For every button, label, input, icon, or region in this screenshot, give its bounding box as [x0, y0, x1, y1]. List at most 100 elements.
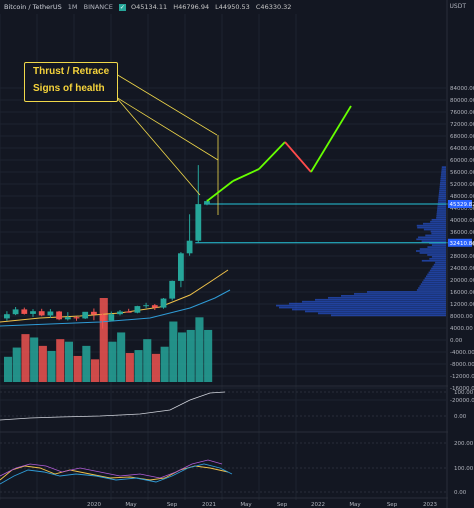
- volume-profile-bar: [420, 283, 446, 285]
- price-tick-label: 56000.00: [450, 170, 474, 176]
- volume-profile-bar: [431, 256, 446, 258]
- price-tick-label: 36000.00: [450, 230, 474, 236]
- volume-bar: [178, 332, 187, 382]
- time-tick-label: May: [125, 502, 137, 508]
- volume-bar: [56, 339, 65, 382]
- candle-body: [4, 314, 10, 319]
- volume-profile-bar: [431, 218, 446, 221]
- volume-profile-bar: [416, 289, 446, 291]
- annotation-pointer: [115, 73, 218, 136]
- ohlc-low: L44950.53: [215, 3, 250, 11]
- price-tick-label: 48000.00: [450, 194, 474, 200]
- price-badge: [448, 200, 472, 209]
- volume-profile-bar: [328, 296, 446, 299]
- volume-profile-bar: [341, 295, 446, 297]
- volume-bar: [91, 359, 100, 382]
- volume-profile-bar: [331, 314, 446, 317]
- volume-profile-bar: [425, 234, 446, 237]
- candle-body: [21, 309, 28, 314]
- volume-profile-bar: [435, 261, 446, 264]
- volume-profile-bar: [427, 254, 446, 256]
- ohlc-close: C46330.32: [255, 3, 292, 11]
- volume-profile-bar: [276, 304, 446, 307]
- volume-bar: [38, 345, 47, 382]
- candle-body: [143, 305, 149, 307]
- volume-profile-bar: [430, 230, 446, 233]
- candle-body: [30, 311, 36, 314]
- candle-body: [82, 311, 89, 319]
- volume-profile-bar: [416, 238, 446, 241]
- volume-profile-bar: [440, 178, 446, 180]
- volume-profile-bar: [421, 240, 446, 243]
- projection-segment: [232, 168, 260, 182]
- volume-profile-bar: [423, 279, 446, 282]
- volume-profile-bar: [437, 201, 446, 204]
- volume-profile-bar: [429, 269, 446, 272]
- time-tick-label: Sep: [387, 502, 398, 508]
- time-tick-label: May: [349, 502, 361, 508]
- volume-profile-bar: [432, 265, 446, 268]
- volume-profile-bar: [419, 285, 446, 287]
- volume-profile-bar: [421, 259, 446, 262]
- volume-profile-bar: [419, 252, 446, 254]
- price-badge-label: 32410.86: [450, 241, 474, 247]
- volume-profile-bar: [292, 308, 446, 311]
- interval-label[interactable]: 1M: [67, 3, 78, 11]
- volume-profile-bar: [436, 213, 446, 215]
- volume-bar: [134, 350, 143, 382]
- price-badge: [448, 238, 472, 247]
- volume-profile-bar: [440, 174, 446, 176]
- volume-profile-bar: [441, 168, 446, 170]
- volume-profile-bar: [439, 183, 446, 186]
- volume-bar: [47, 350, 56, 382]
- time-tick-label: Sep: [277, 502, 288, 508]
- volume-profile-bar: [418, 236, 446, 239]
- symbol-title[interactable]: Bitcoin / TetherUS: [4, 3, 62, 11]
- osc-tick-label: 0.00: [454, 490, 467, 496]
- volume-profile-bar: [424, 277, 446, 280]
- price-tick-label: 0.00: [450, 338, 463, 344]
- volume-bar: [195, 317, 204, 382]
- volume-bar: [143, 339, 152, 382]
- price-tick-label: 44000.00: [450, 206, 474, 212]
- osc-tick-label: 200.00: [454, 441, 474, 447]
- volume-profile-bar: [440, 179, 446, 182]
- volume-profile-bar: [431, 232, 446, 235]
- exchange-label: BINANCE: [83, 3, 113, 11]
- price-tick-label: -20000.00: [450, 398, 474, 404]
- volume-profile-bar: [315, 298, 446, 301]
- candle-body: [73, 317, 80, 319]
- volume-bar: [186, 329, 195, 382]
- ohlc-open: O45134.11: [130, 3, 168, 11]
- candle-body: [195, 204, 202, 241]
- candle-body: [108, 314, 115, 321]
- volume-profile-bar: [419, 248, 446, 250]
- volume-profile-bar: [439, 185, 446, 188]
- price-tick-label: 76000.00: [450, 110, 474, 116]
- annotation-box[interactable]: Thrust / Retrace Signs of health: [24, 62, 118, 102]
- volume-profile-bar: [438, 191, 446, 194]
- volume-profile-bar: [318, 312, 446, 315]
- candle-body: [117, 311, 123, 315]
- price-tick-label: 8000.00: [450, 314, 473, 320]
- volume-profile-bar: [423, 228, 446, 231]
- volume-profile-bar: [437, 205, 446, 207]
- price-tick-label: -8000.00: [450, 362, 474, 368]
- volume-bar: [30, 337, 39, 382]
- projection-segment: [284, 141, 312, 173]
- projection-segment: [258, 141, 286, 170]
- oscillator-line: [0, 463, 233, 485]
- price-tick-label: 12000.00: [450, 302, 474, 308]
- candle-body: [134, 306, 141, 313]
- price-tick-label: 4000.00: [450, 326, 473, 332]
- price-tick-label: -12000.00: [450, 374, 474, 380]
- volume-profile-bar: [422, 281, 446, 284]
- currency-label: USDT: [449, 3, 467, 10]
- volume-profile-bar: [439, 189, 446, 192]
- volume-profile-bar: [427, 246, 446, 248]
- volume-profile-bar: [354, 293, 446, 295]
- volume-profile-bar: [416, 224, 446, 227]
- volume-profile-bar: [437, 209, 446, 211]
- osc-tick-label: 100.00: [454, 466, 474, 472]
